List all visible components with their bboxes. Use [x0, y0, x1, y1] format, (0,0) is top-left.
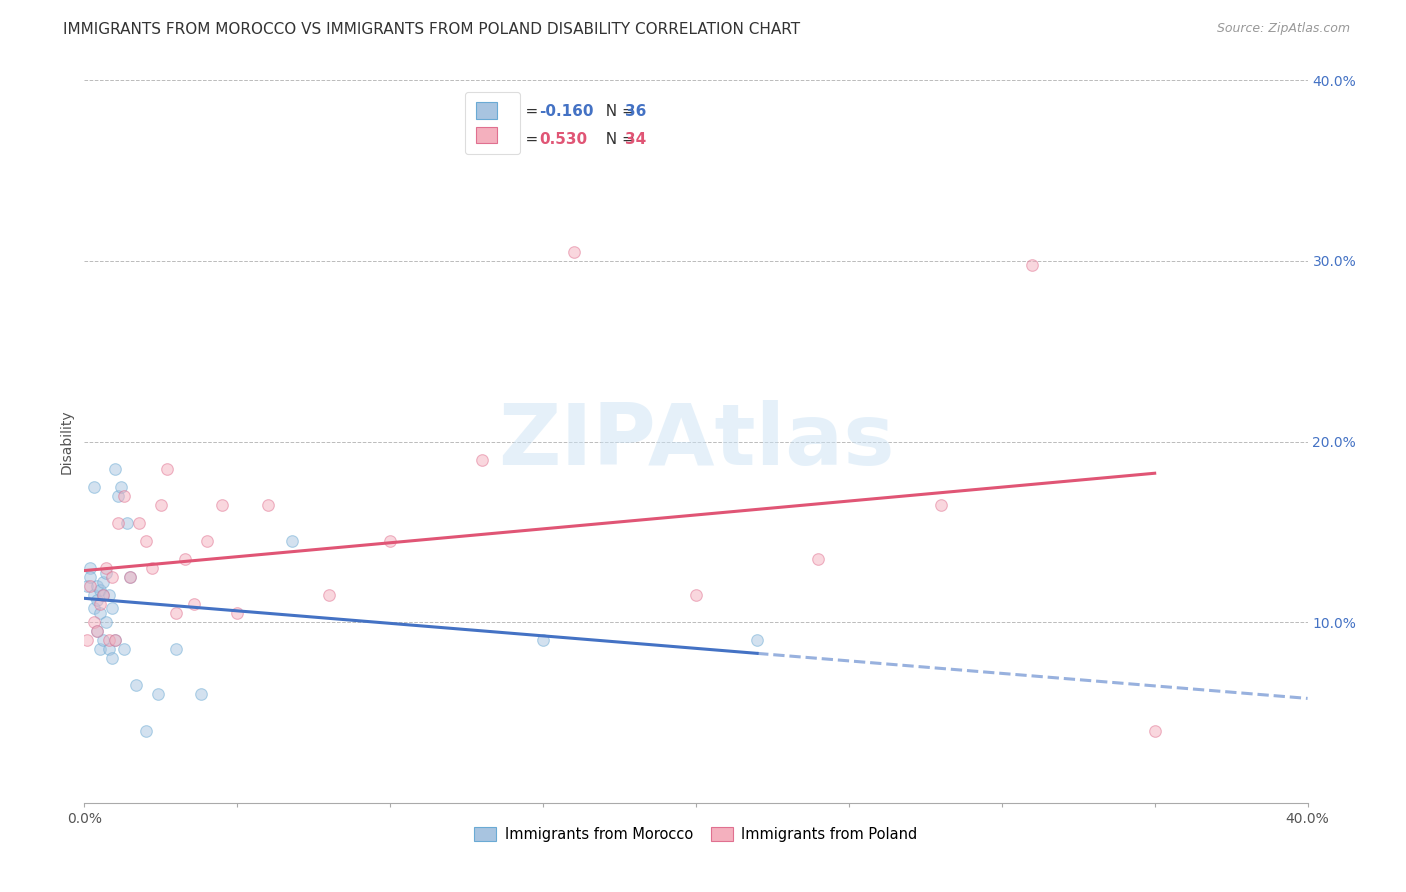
Point [1143, 723, 1166, 738]
Point [86, 593, 108, 607]
Point [91, 633, 114, 648]
Point [89, 582, 111, 597]
Point [471, 452, 494, 467]
Point [146, 687, 169, 701]
Point [149, 498, 172, 512]
Point [531, 633, 554, 648]
Point [83, 615, 105, 630]
Point [112, 489, 135, 503]
Point [125, 678, 148, 692]
Point [211, 498, 233, 512]
Point [101, 651, 124, 665]
Text: ZIPAtlas: ZIPAtlas [498, 400, 894, 483]
Point [91, 575, 114, 590]
Point [83, 480, 105, 494]
Point [141, 561, 163, 575]
Point [86, 624, 108, 639]
Point [79, 570, 101, 584]
Point [94, 566, 117, 581]
Point [562, 244, 585, 259]
Point [190, 687, 212, 701]
Point [115, 516, 138, 530]
Text: Source: ZipAtlas.com: Source: ZipAtlas.com [1216, 22, 1350, 36]
Text: N =: N = [596, 132, 640, 147]
Point [110, 480, 132, 494]
Text: 0.530: 0.530 [540, 132, 588, 147]
Point [79, 579, 101, 593]
Point [685, 588, 707, 602]
Text: R =: R = [510, 103, 543, 119]
Point [156, 461, 179, 475]
Point [807, 552, 830, 566]
Point [104, 461, 127, 475]
Point [380, 533, 402, 548]
Point [128, 516, 150, 530]
Point [97, 642, 120, 657]
Point [76, 633, 98, 648]
Point [1021, 258, 1043, 272]
Point [165, 606, 187, 620]
Point [112, 642, 135, 657]
Point [929, 498, 952, 512]
Point [747, 633, 769, 648]
Point [89, 606, 111, 620]
Point [83, 588, 105, 602]
Text: IMMIGRANTS FROM MOROCCO VS IMMIGRANTS FROM POLAND DISABILITY CORRELATION CHART: IMMIGRANTS FROM MOROCCO VS IMMIGRANTS FR… [63, 22, 800, 37]
Text: N =: N = [596, 103, 640, 119]
Text: -0.160: -0.160 [540, 103, 593, 119]
Point [97, 588, 120, 602]
Point [183, 597, 205, 611]
Point [120, 570, 142, 584]
Point [89, 597, 111, 611]
Y-axis label: Disability: Disability [59, 409, 73, 474]
Legend: Immigrants from Morocco, Immigrants from Poland: Immigrants from Morocco, Immigrants from… [468, 821, 924, 847]
Point [107, 489, 129, 503]
Point [107, 516, 129, 530]
Point [79, 561, 101, 575]
Point [195, 533, 218, 548]
Point [101, 600, 124, 615]
Point [94, 615, 117, 630]
Point [165, 642, 187, 657]
Point [94, 561, 117, 575]
Point [174, 552, 197, 566]
Point [135, 723, 157, 738]
Point [91, 588, 114, 602]
Point [104, 633, 127, 648]
Point [104, 633, 127, 648]
Point [86, 579, 108, 593]
Point [318, 588, 340, 602]
Point [226, 606, 249, 620]
Text: 36: 36 [626, 103, 647, 119]
Text: 34: 34 [626, 132, 647, 147]
Point [91, 588, 114, 602]
Point [135, 533, 157, 548]
Point [83, 600, 105, 615]
Point [120, 570, 142, 584]
Point [76, 579, 98, 593]
Point [101, 570, 124, 584]
Point [257, 498, 280, 512]
Point [97, 633, 120, 648]
Point [89, 642, 111, 657]
Point [86, 624, 108, 639]
Text: R =: R = [510, 132, 543, 147]
Point [281, 533, 304, 548]
